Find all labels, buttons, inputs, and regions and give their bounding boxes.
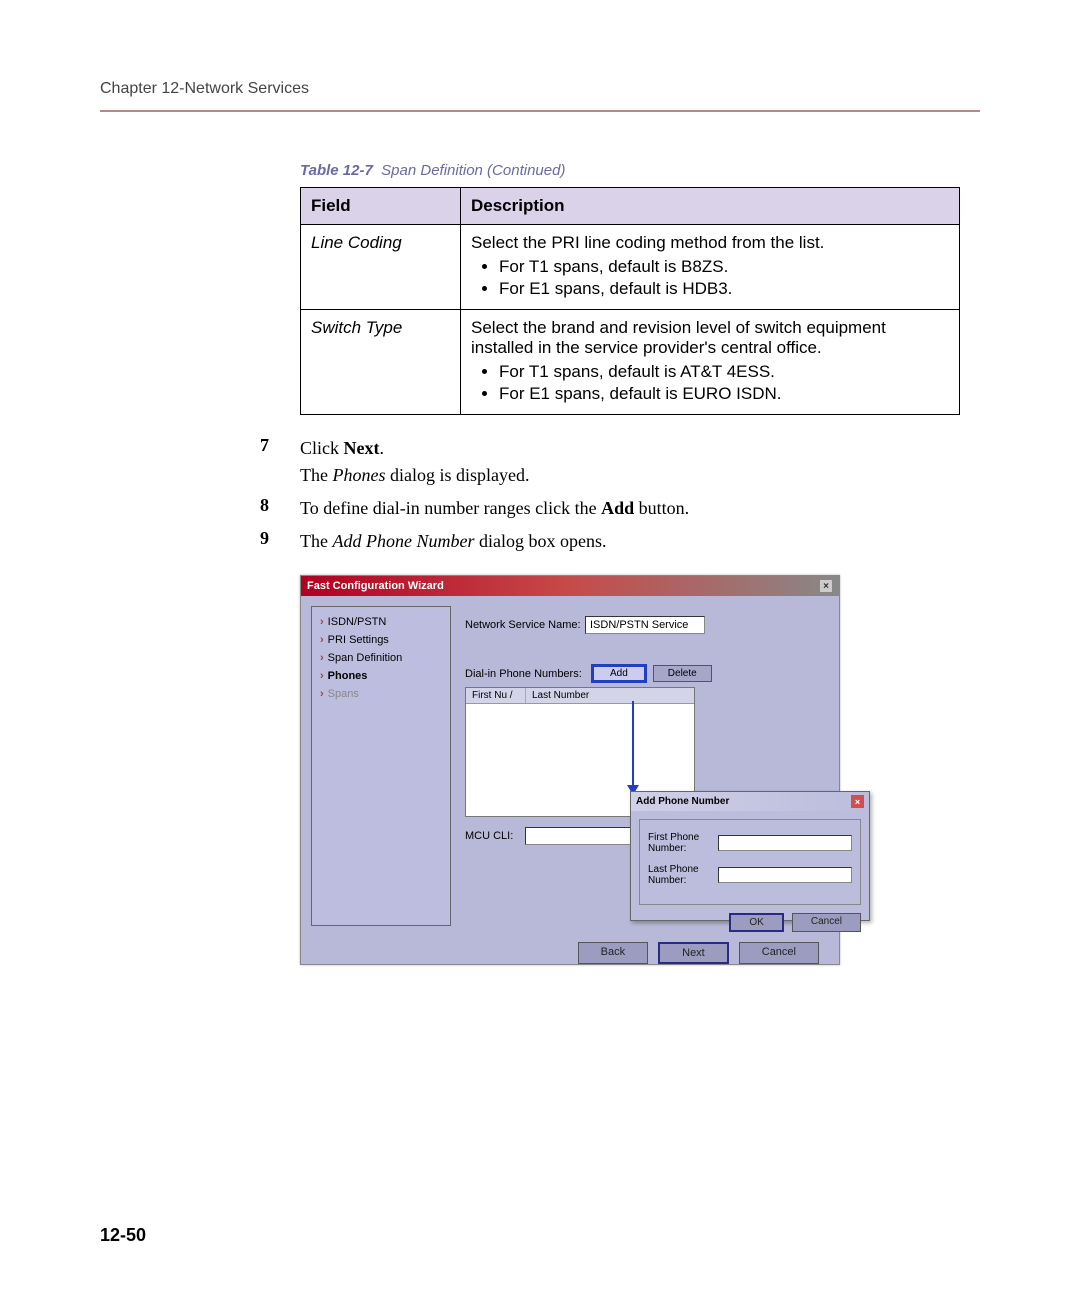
t: Next (344, 438, 380, 458)
list-item: For T1 spans, default is B8ZS. (499, 257, 949, 277)
mcu-cli-input[interactable] (525, 827, 635, 845)
step-num: 9 (260, 528, 300, 555)
caption-label: Table 12-7 (300, 162, 373, 179)
sidebar-item-pri[interactable]: PRI Settings (318, 631, 444, 649)
col-first: First Nu / (466, 688, 526, 703)
th-field: Field (301, 188, 461, 225)
t: . (379, 438, 384, 458)
network-service-input[interactable] (585, 616, 705, 634)
delete-button[interactable]: Delete (653, 665, 712, 682)
wizard-screenshot: Fast Configuration Wizard × ISDN/PSTN PR… (300, 575, 960, 975)
t: To define dial-in number ranges click th… (300, 498, 601, 518)
popup-body: First Phone Number: Last Phone Number: (639, 819, 861, 905)
list-item: For E1 spans, default is EURO ISDN. (499, 384, 949, 404)
cancel-button[interactable]: Cancel (739, 942, 819, 964)
cell-desc: Select the brand and revision level of s… (461, 310, 960, 415)
mcu-label: MCU CLI: (465, 830, 525, 842)
th-description: Description (461, 188, 960, 225)
cell-desc: Select the PRI line coding method from t… (461, 225, 960, 310)
cell-field: Switch Type (301, 310, 461, 415)
desc-text: Select the PRI line coding method from t… (471, 233, 824, 252)
grid-header: First Nu / Last Number (466, 688, 694, 704)
step-body: To define dial-in number ranges click th… (300, 495, 689, 522)
t: Add Phone Number (332, 531, 474, 551)
add-phone-popup: Add Phone Number × First Phone Number: L… (630, 791, 870, 921)
callout-line (632, 701, 634, 789)
page-number: 12-50 (100, 1225, 146, 1246)
next-button[interactable]: Next (658, 942, 729, 964)
sidebar-item-spans: Spans (318, 685, 444, 703)
desc-list: For T1 spans, default is AT&T 4ESS. For … (471, 362, 949, 404)
back-button[interactable]: Back (578, 942, 648, 964)
t: Add (601, 498, 634, 518)
popup-titlebar: Add Phone Number × (631, 792, 869, 811)
close-icon[interactable]: × (819, 579, 833, 593)
t: dialog box opens. (474, 531, 606, 551)
t: Click (300, 438, 344, 458)
ok-button[interactable]: OK (729, 913, 783, 932)
cell-field: Line Coding (301, 225, 461, 310)
page-header: Chapter 12-Network Services (100, 80, 980, 98)
sidebar-item-span[interactable]: Span Definition (318, 649, 444, 667)
t: The (300, 531, 332, 551)
sidebar-item-isdn[interactable]: ISDN/PSTN (318, 613, 444, 631)
t: The (300, 465, 332, 485)
list-item: For E1 spans, default is HDB3. (499, 279, 949, 299)
t: dialog is displayed. (385, 465, 529, 485)
popup-footer: OK Cancel (631, 913, 869, 938)
desc-text: Select the brand and revision level of s… (471, 318, 886, 357)
step-num: 8 (260, 495, 300, 522)
col-last: Last Number (526, 688, 694, 703)
network-label: Network Service Name: (465, 619, 585, 631)
step-body: Click Next. The Phones dialog is display… (300, 435, 529, 489)
close-icon[interactable]: × (851, 795, 864, 808)
step-num: 7 (260, 435, 300, 489)
first-phone-input[interactable] (718, 835, 852, 851)
t: Phones (332, 465, 385, 485)
last-phone-label: Last Phone Number: (648, 864, 718, 886)
table-caption: Table 12-7 Span Definition (Continued) (300, 162, 980, 179)
dial-label: Dial-in Phone Numbers: (465, 668, 585, 680)
steps: 7 Click Next. The Phones dialog is displ… (260, 435, 980, 555)
step-body: The Add Phone Number dialog box opens. (300, 528, 606, 555)
table-row: Switch Type Select the brand and revisio… (301, 310, 960, 415)
popup-title-text: Add Phone Number (636, 796, 729, 807)
wizard-title-text: Fast Configuration Wizard (307, 580, 444, 592)
popup-cancel-button[interactable]: Cancel (792, 913, 861, 932)
t: button. (634, 498, 689, 518)
span-definition-table: Field Description Line Coding Select the… (300, 187, 960, 415)
wizard-footer: Back Next Cancel (301, 936, 839, 970)
header-rule (100, 110, 980, 112)
list-item: For T1 spans, default is AT&T 4ESS. (499, 362, 949, 382)
table-row: Line Coding Select the PRI line coding m… (301, 225, 960, 310)
last-phone-input[interactable] (718, 867, 852, 883)
caption-body: Span Definition (Continued) (381, 162, 565, 179)
wizard-sidebar: ISDN/PSTN PRI Settings Span Definition P… (311, 606, 451, 926)
sidebar-item-phones[interactable]: Phones (318, 667, 444, 685)
add-button[interactable]: Add (591, 664, 647, 683)
first-phone-label: First Phone Number: (648, 832, 718, 854)
desc-list: For T1 spans, default is B8ZS. For E1 sp… (471, 257, 949, 299)
wizard-titlebar: Fast Configuration Wizard × (301, 576, 839, 596)
